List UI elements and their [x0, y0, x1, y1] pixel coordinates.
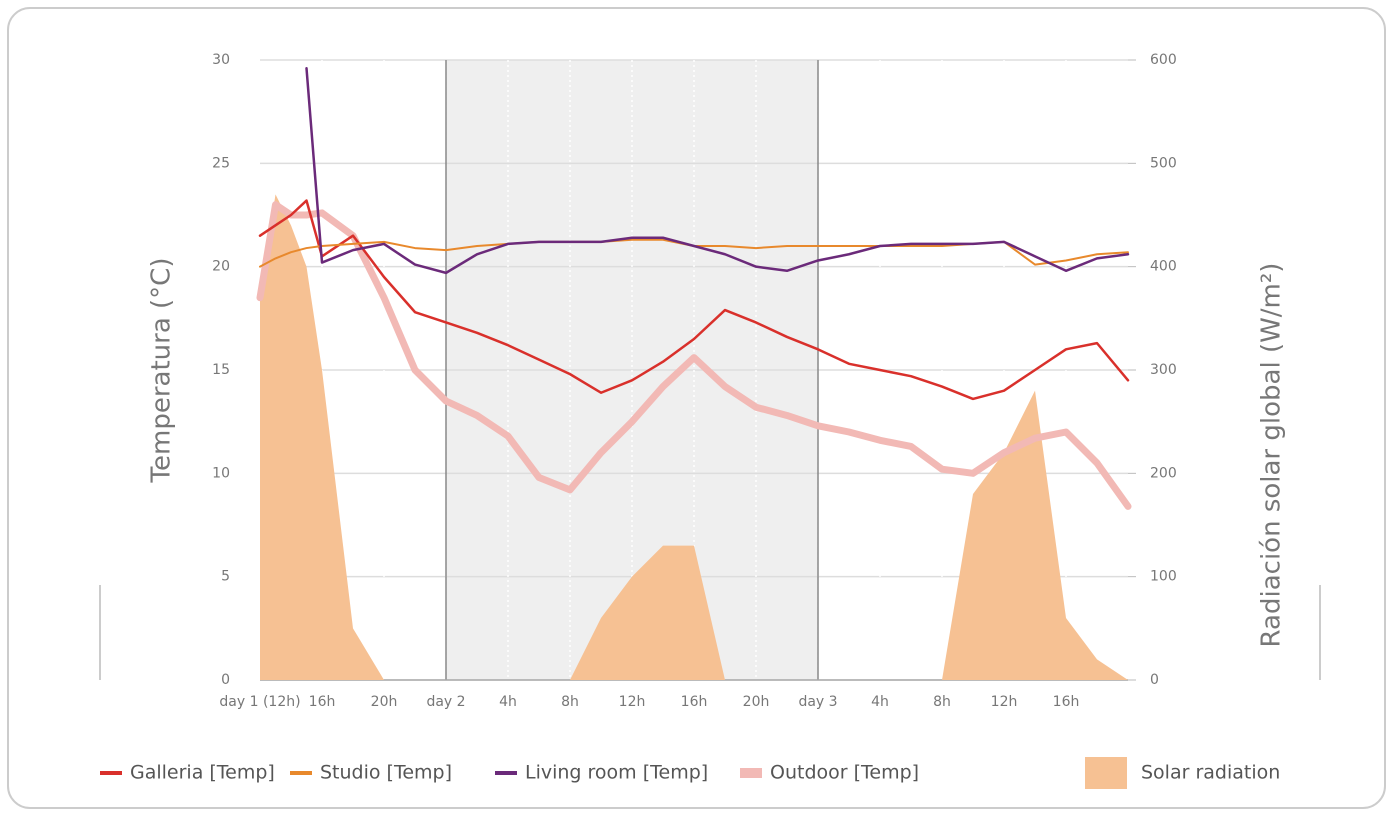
x-tick-label: 12h: [619, 694, 646, 710]
legend-label: Galleria [Temp]: [130, 762, 275, 784]
x-tick-label: 20h: [743, 694, 770, 710]
area: [260, 194, 1128, 681]
y-tick-label: 5: [221, 569, 230, 585]
x-tick-label: 12h: [991, 694, 1018, 710]
x-tick-label: 16h: [1053, 694, 1080, 710]
y2-tick-label: 600: [1150, 52, 1177, 68]
y-tick-label: 10: [212, 465, 230, 481]
x-tick-label: day 3: [798, 694, 837, 710]
line: [305, 67, 1130, 275]
y2-tick-label: 400: [1150, 259, 1177, 275]
line: [258, 199, 1130, 401]
y2-tick-label: 500: [1150, 155, 1177, 171]
y-tick-label: 25: [212, 155, 230, 171]
y-axis-label: Temperatura (°C): [147, 258, 177, 484]
legend-swatch: [1085, 757, 1127, 789]
y2-tick-label: 300: [1150, 362, 1177, 378]
y2-axis-label: Radiación solar global (W/m²): [1257, 263, 1287, 648]
y-tick-label: 20: [212, 259, 230, 275]
x-tick-label: 4h: [499, 694, 517, 710]
y2-tick-label: 0: [1150, 672, 1159, 688]
x-tick-label: 16h: [309, 694, 336, 710]
legend-swatch: [495, 771, 517, 775]
legend-swatch: [290, 771, 312, 775]
legend-label: Outdoor [Temp]: [770, 762, 919, 784]
x-tick-label: 4h: [871, 694, 889, 710]
legend-swatch: [740, 768, 762, 778]
y2-tick-label: 100: [1150, 569, 1177, 585]
legend-label: Studio [Temp]: [320, 762, 452, 784]
y-tick-label: 30: [212, 52, 230, 68]
legend-label: Living room [Temp]: [525, 762, 708, 784]
x-tick-label: 8h: [561, 694, 579, 710]
x-tick-label: 16h: [681, 694, 708, 710]
legend-swatch: [100, 771, 122, 775]
x-tick-label: day 2: [426, 694, 465, 710]
y-tick-label: 15: [212, 362, 230, 378]
x-tick-label: day 1 (12h): [219, 694, 300, 710]
y2-tick-label: 200: [1150, 465, 1177, 481]
legend-label: Solar radiation: [1141, 762, 1280, 784]
x-tick-label: 20h: [371, 694, 398, 710]
x-tick-label: 8h: [933, 694, 951, 710]
y-tick-label: 0: [221, 672, 230, 688]
